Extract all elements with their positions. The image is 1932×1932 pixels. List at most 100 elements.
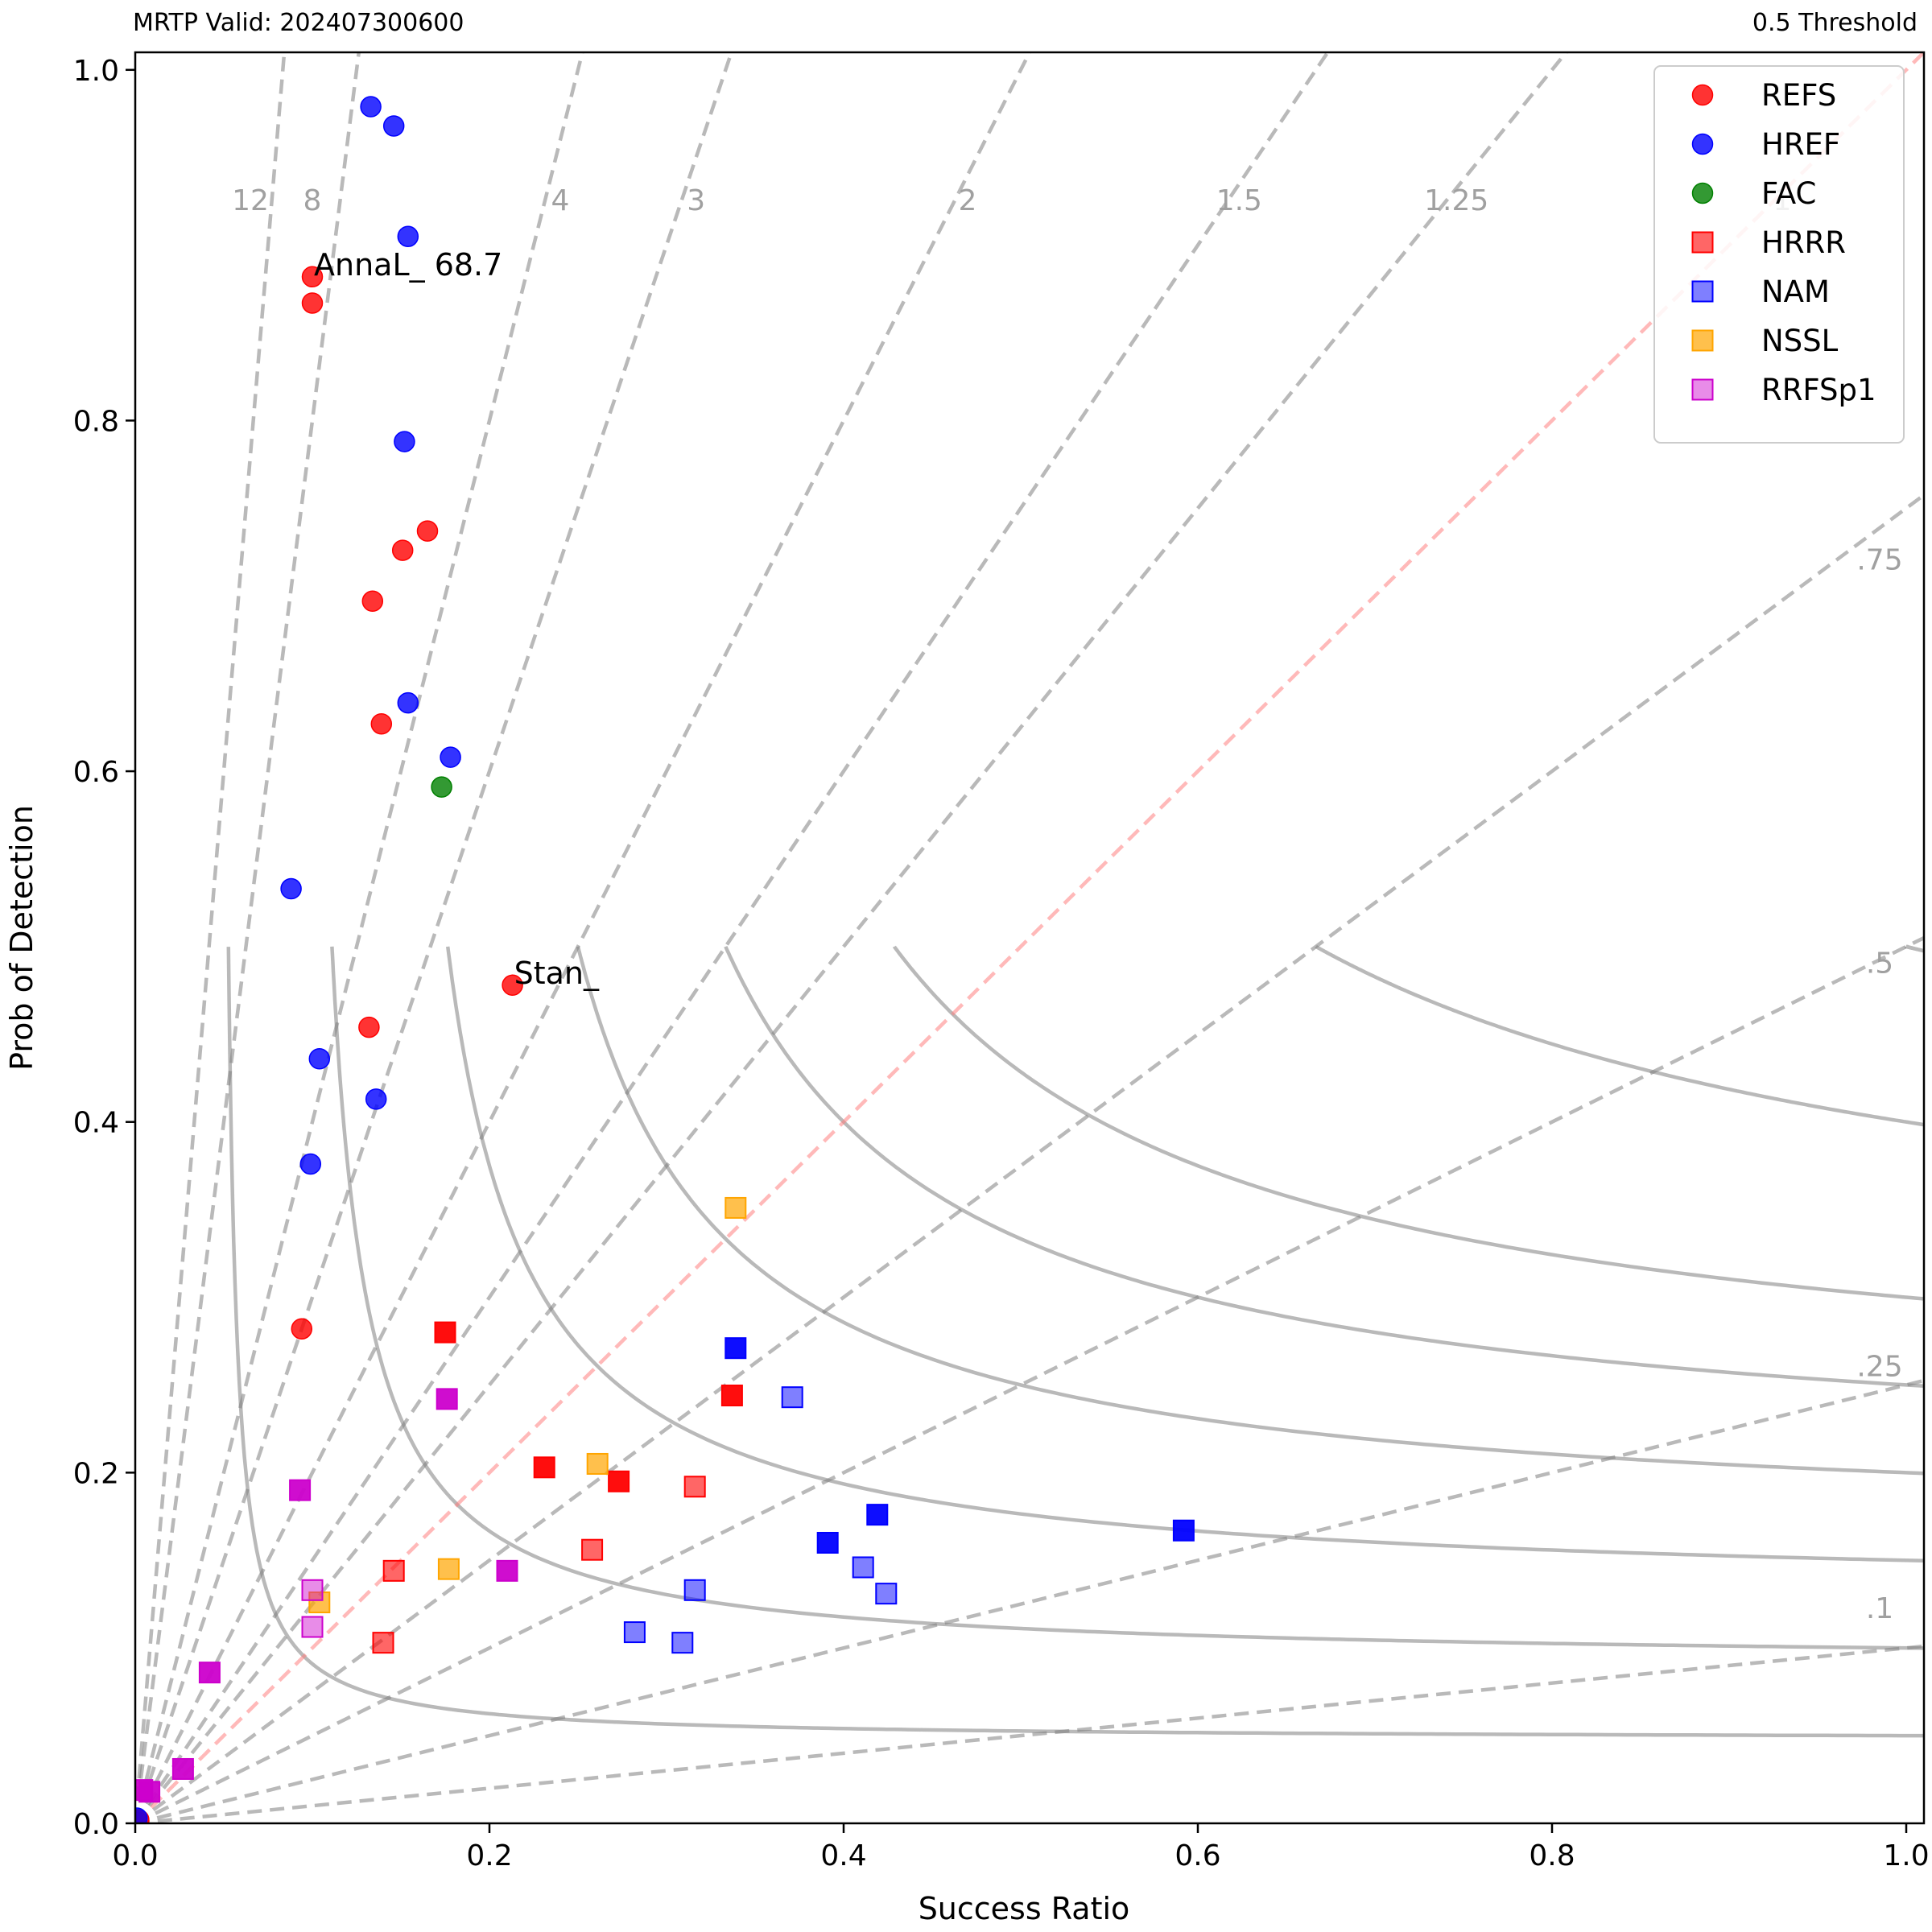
x-tick-label-1: 0.2 — [466, 1839, 512, 1872]
legend: REFS HREF FAC HRRR NAM NSSL RRFSp1 — [1653, 65, 1905, 444]
point-href-5 — [440, 746, 461, 768]
point-href-3 — [394, 431, 415, 452]
x-axis-title: Success Ratio — [919, 1891, 1130, 1926]
legend-label-nam: NAM — [1761, 275, 1830, 309]
point-nssl-0 — [724, 1196, 747, 1219]
legend-marker-nam — [1691, 280, 1714, 303]
bias-line-5 — [135, 52, 1331, 1823]
point-href-0 — [360, 96, 382, 118]
point-href-6 — [280, 877, 302, 900]
bias-line-10 — [135, 1378, 1924, 1823]
point-nam-1 — [781, 1386, 803, 1409]
bias-label-3: 3 — [687, 184, 705, 217]
csi-contour-5 — [892, 945, 1924, 1301]
point-refs-3 — [391, 539, 414, 561]
axes: 0.0 0.2 0.4 0.6 0.8 1.0 0.0 0.2 0.4 0.6 0.8 1.0 — [73, 55, 1930, 1872]
point-refs-5 — [370, 713, 393, 735]
y-tick-label-3: 0.6 — [73, 756, 119, 789]
y-tick-label-2: 0.4 — [73, 1107, 119, 1140]
x-tick-label-2: 0.4 — [820, 1839, 866, 1872]
header-right: 0.5 Threshold — [1752, 9, 1918, 37]
point-nssl-2 — [437, 1558, 460, 1580]
csi-contour-6 — [1315, 944, 1924, 1127]
csi-contour-2 — [445, 946, 1924, 1563]
bias-label-9: .5 — [1866, 947, 1893, 980]
point-nam-3 — [816, 1531, 839, 1554]
y-tick-label-1: 0.2 — [73, 1457, 119, 1490]
point-rrfsp1-5 — [198, 1662, 221, 1684]
y-tick-label-0: 0.0 — [73, 1808, 119, 1841]
point-rrfsp1-1 — [289, 1479, 312, 1501]
point-refs-1 — [301, 292, 324, 314]
legend-marker-hrrr — [1691, 231, 1714, 254]
point-href-9 — [299, 1153, 322, 1175]
bias-label-8: .75 — [1856, 544, 1902, 577]
csi-contour-4 — [724, 946, 1924, 1389]
bias-label-4: 2 — [959, 184, 977, 217]
legend-marker-nssl — [1691, 329, 1714, 352]
point-refs-8 — [291, 1318, 313, 1340]
point-refs-2 — [416, 520, 439, 542]
point-nam-0 — [724, 1337, 747, 1360]
point-href-8 — [365, 1088, 387, 1110]
legend-label-hrrr: HRRR — [1761, 225, 1846, 260]
point-nam-9 — [671, 1632, 694, 1654]
point-nam-4 — [1172, 1519, 1195, 1542]
point-nssl-3 — [308, 1591, 331, 1614]
point-nam-5 — [852, 1556, 874, 1579]
point-nam-2 — [866, 1504, 889, 1526]
x-tick-label-5: 1.0 — [1883, 1839, 1929, 1872]
point-href-1 — [382, 115, 405, 137]
point-rrfsp1-4 — [301, 1616, 324, 1638]
bias-line-8 — [135, 493, 1924, 1823]
point-nam-7 — [683, 1579, 706, 1601]
csi-contour-3 — [576, 946, 1924, 1476]
bias-line-2 — [135, 52, 584, 1823]
point-hrrr-5 — [581, 1538, 604, 1561]
bias-line-4 — [135, 52, 1032, 1823]
bias-label-11: .1 — [1866, 1592, 1893, 1625]
point-hrrr-0 — [434, 1321, 456, 1344]
bias-label-1: 8 — [303, 184, 322, 217]
point-refs-4 — [361, 590, 384, 613]
bias-line-11 — [135, 1644, 1924, 1823]
legend-label-refs: REFS — [1761, 78, 1836, 113]
point-rrfsp1-8 — [135, 1779, 154, 1802]
point-rrfsp1-0 — [436, 1388, 458, 1410]
point-hrrr-7 — [372, 1632, 394, 1654]
legend-box — [1653, 65, 1905, 444]
point-rrfsp1-6 — [171, 1757, 194, 1780]
legend-label-fac: FAC — [1761, 176, 1816, 211]
legend-marker-refs — [1691, 84, 1714, 106]
point-hrrr-4 — [533, 1456, 555, 1479]
point-nam-8 — [623, 1621, 646, 1644]
x-tick-label-3: 0.6 — [1174, 1839, 1220, 1872]
point-refs-0 — [301, 266, 324, 288]
point-refs-7 — [358, 1016, 380, 1038]
plot-frame — [134, 51, 1926, 1825]
legend-marker-rrfsp1 — [1691, 378, 1714, 401]
point-hrrr-6 — [382, 1559, 405, 1582]
y-tick-label-4: 0.8 — [73, 405, 119, 438]
bias-line-3 — [135, 52, 734, 1823]
bias-label-5: 1.5 — [1216, 184, 1262, 217]
legend-label-rrfsp1: RRFSp1 — [1761, 373, 1876, 407]
point-nam-6 — [875, 1583, 898, 1605]
bias-line-7 — [135, 52, 1924, 1823]
bias-label-2: 4 — [551, 184, 570, 217]
bias-label-0: 12 — [232, 184, 269, 217]
x-tick-label-0: 0.0 — [112, 1839, 158, 1872]
legend-marker-fac — [1691, 182, 1714, 204]
legend-label-nssl: NSSL — [1761, 324, 1839, 358]
point-href-10 — [135, 1807, 148, 1823]
point-hrrr-2 — [608, 1470, 630, 1492]
bias-label-6: 1.25 — [1424, 184, 1488, 217]
point-rrfsp1-2 — [496, 1559, 518, 1582]
header-left: MRTP Valid: 202407300600 — [133, 9, 464, 37]
csi-contour-0 — [226, 947, 1924, 1738]
point-href-4 — [397, 691, 419, 714]
point-hrrr-1 — [720, 1385, 743, 1407]
annotation-1: Stan_ — [514, 956, 600, 991]
